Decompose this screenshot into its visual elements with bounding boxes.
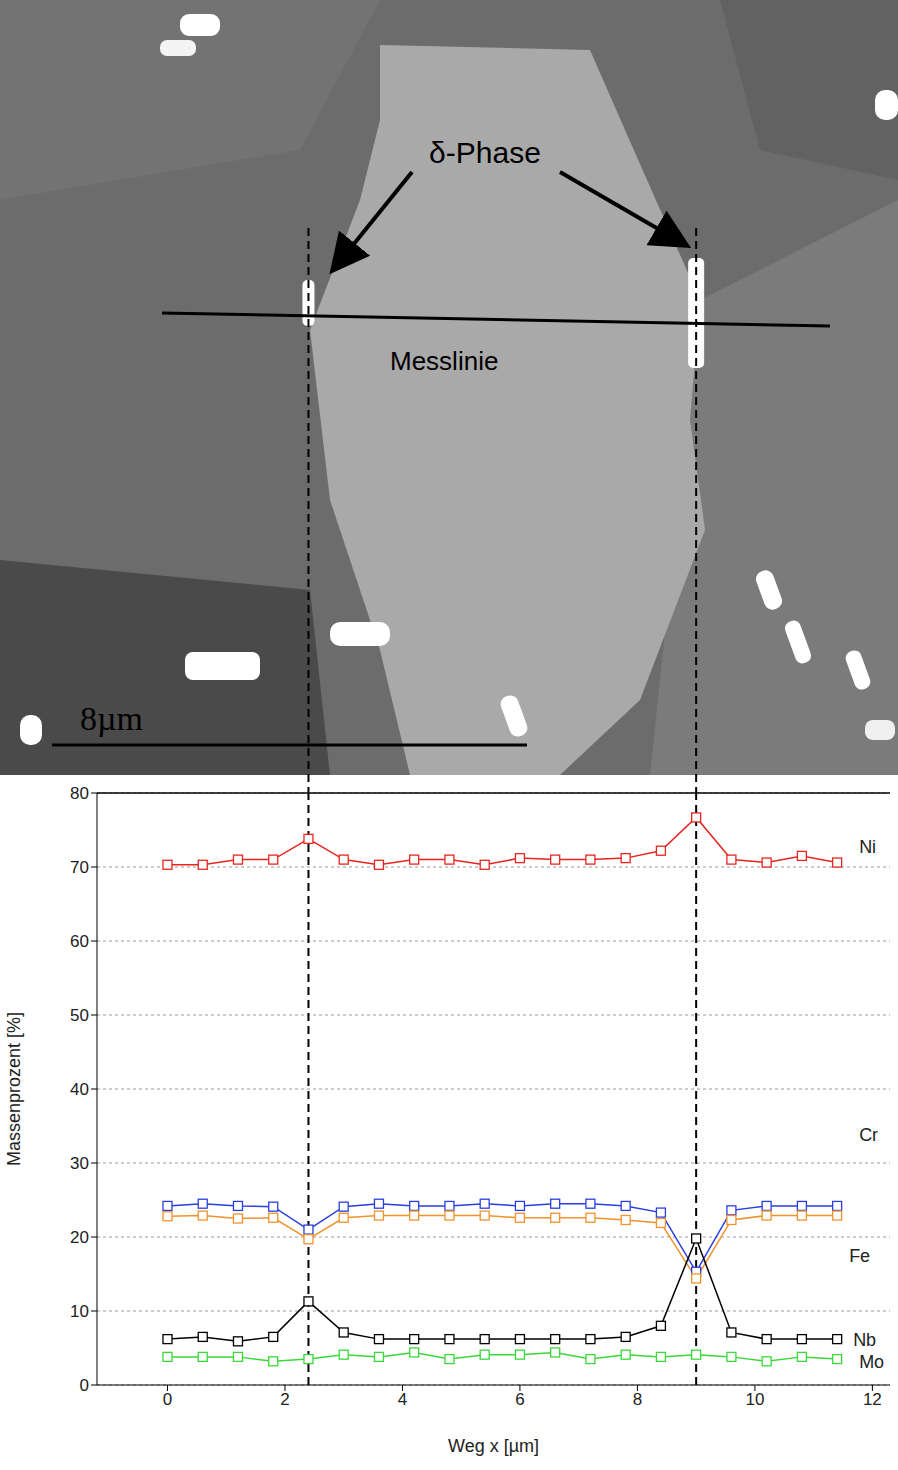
svg-text:60: 60	[70, 932, 89, 951]
svg-text:Cr: Cr	[859, 1125, 878, 1145]
svg-text:4: 4	[398, 1390, 407, 1409]
svg-text:30: 30	[70, 1154, 89, 1173]
svg-text:70: 70	[70, 858, 89, 877]
svg-text:0: 0	[80, 1376, 89, 1395]
svg-text:6: 6	[515, 1390, 524, 1409]
svg-text:Ni: Ni	[859, 837, 876, 857]
svg-text:Fe: Fe	[849, 1246, 870, 1266]
svg-text:50: 50	[70, 1006, 89, 1025]
svg-text:10: 10	[70, 1302, 89, 1321]
svg-text:δ-Phase: δ-Phase	[429, 136, 541, 169]
svg-text:Messlinie: Messlinie	[390, 346, 498, 376]
svg-text:8: 8	[633, 1390, 642, 1409]
svg-text:80: 80	[70, 784, 89, 803]
svg-text:0: 0	[163, 1390, 172, 1409]
svg-text:12: 12	[863, 1390, 882, 1409]
svg-text:10: 10	[745, 1390, 764, 1409]
svg-text:Mo: Mo	[859, 1352, 884, 1372]
svg-text:20: 20	[70, 1228, 89, 1247]
svg-text:40: 40	[70, 1080, 89, 1099]
svg-text:Massenprozent [%]: Massenprozent [%]	[4, 1012, 24, 1166]
svg-text:8µm: 8µm	[80, 700, 143, 737]
svg-text:Weg x [µm]: Weg x [µm]	[448, 1436, 539, 1456]
svg-text:2: 2	[280, 1390, 289, 1409]
svg-text:Nb: Nb	[853, 1330, 876, 1350]
